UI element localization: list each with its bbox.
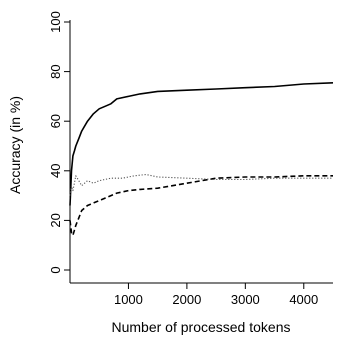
y-tick-label: 100 bbox=[48, 11, 63, 33]
x-tick-label: 2000 bbox=[172, 292, 201, 307]
series-layer bbox=[69, 82, 334, 237]
y-tick-label: 40 bbox=[48, 164, 63, 178]
y-tick-label: 60 bbox=[48, 114, 63, 128]
x-tick-label: 1000 bbox=[114, 292, 143, 307]
y-tick-label: 80 bbox=[48, 64, 63, 78]
y-axis-title: Accuracy (in %) bbox=[7, 96, 23, 194]
series-line-dotted bbox=[69, 173, 333, 196]
y-tick-label: 0 bbox=[48, 266, 63, 273]
y-tick-label: 20 bbox=[48, 213, 63, 227]
y-axis-ticks: 0 20 40 60 80 100 bbox=[48, 11, 70, 274]
series-line-dashed bbox=[69, 175, 333, 237]
x-tick-label: 4000 bbox=[289, 292, 318, 307]
x-axis-ticks: 1000 2000 3000 4000 bbox=[114, 283, 318, 307]
plot-frame bbox=[69, 20, 333, 284]
x-tick-label: 3000 bbox=[231, 292, 260, 307]
series-line-solid bbox=[69, 82, 334, 206]
x-axis-title: Number of processed tokens bbox=[112, 319, 291, 335]
